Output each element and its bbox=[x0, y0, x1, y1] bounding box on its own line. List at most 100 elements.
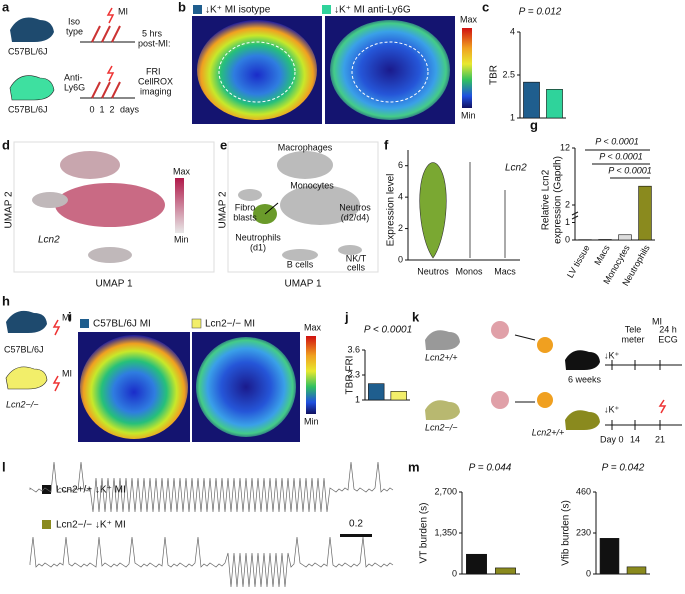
legend-swatch bbox=[193, 5, 202, 14]
axis-label: TBR bbox=[489, 65, 500, 85]
panel-letter: h bbox=[2, 293, 10, 308]
cluster bbox=[277, 151, 333, 179]
p-value: P < 0.0001 bbox=[608, 165, 651, 175]
y-tick-label: 3.6 bbox=[347, 344, 360, 354]
panel-letter: l bbox=[2, 459, 6, 474]
label: cells bbox=[347, 262, 366, 272]
legend-label: Lcn2−/− ↓K⁺ MI bbox=[56, 520, 126, 531]
panel-letter: b bbox=[178, 0, 186, 14]
legend-swatch bbox=[42, 520, 51, 529]
axis-label: expression (Gapdh) bbox=[553, 156, 564, 244]
x-tick-label: Neutros bbox=[417, 266, 449, 276]
panel-letter: c bbox=[482, 0, 489, 14]
label: CellROX bbox=[138, 76, 173, 86]
y-tick-label: 0 bbox=[398, 254, 403, 264]
legend-label: Lcn2+/+ ↓K⁺ MI bbox=[56, 485, 126, 496]
y-tick-label: 2,700 bbox=[434, 486, 457, 496]
legend-swatch bbox=[42, 485, 51, 494]
mouse-icon bbox=[425, 400, 460, 420]
label: Iso bbox=[68, 16, 80, 26]
label: Min bbox=[174, 234, 189, 244]
x-tick-label: Monos bbox=[455, 266, 483, 276]
mi-bolt bbox=[658, 399, 667, 414]
label: (d2/d4) bbox=[341, 212, 370, 222]
label: NK/T bbox=[346, 253, 367, 263]
label: type bbox=[66, 26, 83, 36]
cluster bbox=[88, 247, 132, 263]
irradiation bbox=[537, 337, 553, 353]
label: Lcn2+/+ bbox=[532, 427, 565, 437]
label: MI bbox=[652, 316, 662, 326]
label: 21 bbox=[655, 434, 665, 444]
label: post-MI: bbox=[138, 38, 171, 48]
ecg-trace bbox=[29, 461, 394, 513]
y-tick-label: 1,350 bbox=[434, 527, 457, 537]
label: MI bbox=[62, 368, 72, 378]
label: Lcn2−/− bbox=[6, 399, 39, 409]
label: 14 bbox=[630, 434, 640, 444]
mouse-icon bbox=[425, 330, 460, 350]
label: days bbox=[120, 104, 140, 114]
label: 6 weeks bbox=[568, 374, 602, 384]
cluster bbox=[32, 192, 68, 208]
label: 1 bbox=[99, 104, 104, 114]
label: Ly6G bbox=[64, 82, 85, 92]
legend-label: ↓K⁺ MI isotype bbox=[205, 5, 271, 16]
label: 24 h bbox=[659, 324, 677, 334]
p-value: P = 0.044 bbox=[469, 463, 512, 474]
panel-letter: m bbox=[408, 459, 420, 474]
legend-label: C57BL/6J MI bbox=[93, 319, 151, 330]
panel-letter: j bbox=[344, 309, 349, 324]
label: ↓K⁺ bbox=[604, 404, 620, 414]
label: Max bbox=[460, 14, 478, 24]
mouse-icon bbox=[10, 17, 54, 42]
label: 0.2 bbox=[349, 519, 363, 530]
mi-bolt bbox=[52, 319, 61, 392]
y-tick-label: 4 bbox=[398, 192, 403, 202]
y-tick-label: 460 bbox=[576, 486, 591, 496]
x-tick-label: LV tissue bbox=[565, 243, 592, 279]
y-tick-label: 2.5 bbox=[502, 69, 515, 79]
cluster bbox=[338, 245, 362, 255]
label: Neutros bbox=[339, 202, 371, 212]
panel-letter: e bbox=[220, 137, 227, 152]
y-tick-label: 0 bbox=[452, 568, 457, 578]
axis-label: Vfib burden (s) bbox=[561, 500, 572, 566]
label: 2 bbox=[109, 104, 114, 114]
bar bbox=[626, 566, 647, 575]
panel-letter: a bbox=[2, 0, 10, 14]
cluster bbox=[280, 185, 360, 225]
panel-letter: d bbox=[2, 137, 10, 152]
texts: a Iso type MI 5 hrs post-MI: C57BL/6J An… bbox=[2, 0, 678, 531]
panel-letter: i bbox=[68, 309, 72, 324]
y-tick-label: 2 bbox=[565, 199, 570, 209]
label: blasts bbox=[233, 212, 257, 222]
p-value: P = 0.042 bbox=[602, 463, 645, 474]
axis-label: UMAP 2 bbox=[218, 191, 229, 228]
bar bbox=[466, 553, 487, 575]
label: 0 bbox=[89, 104, 94, 114]
bar bbox=[638, 185, 652, 241]
panel-letter: k bbox=[412, 309, 420, 324]
label: Lcn2 bbox=[38, 235, 60, 246]
sig-bracket bbox=[585, 149, 650, 179]
mouse-icon bbox=[5, 366, 48, 390]
ecg-trace bbox=[29, 536, 394, 588]
x-tick-label: Macs bbox=[592, 243, 612, 267]
mouse-icon bbox=[565, 350, 600, 370]
label: C57BL/6J bbox=[8, 46, 48, 56]
y-tick-label: 230 bbox=[576, 527, 591, 537]
cells bbox=[491, 321, 509, 339]
bar bbox=[546, 89, 563, 119]
panel-letter: g bbox=[530, 117, 538, 132]
label: Min bbox=[461, 110, 476, 120]
heart-section bbox=[196, 337, 296, 437]
label: ECG bbox=[658, 334, 678, 344]
bar bbox=[618, 234, 632, 241]
cluster bbox=[238, 189, 262, 201]
y-tick-label: 12 bbox=[560, 142, 570, 152]
heart-section bbox=[330, 20, 450, 120]
colorbar bbox=[175, 178, 184, 233]
bar bbox=[599, 538, 620, 575]
